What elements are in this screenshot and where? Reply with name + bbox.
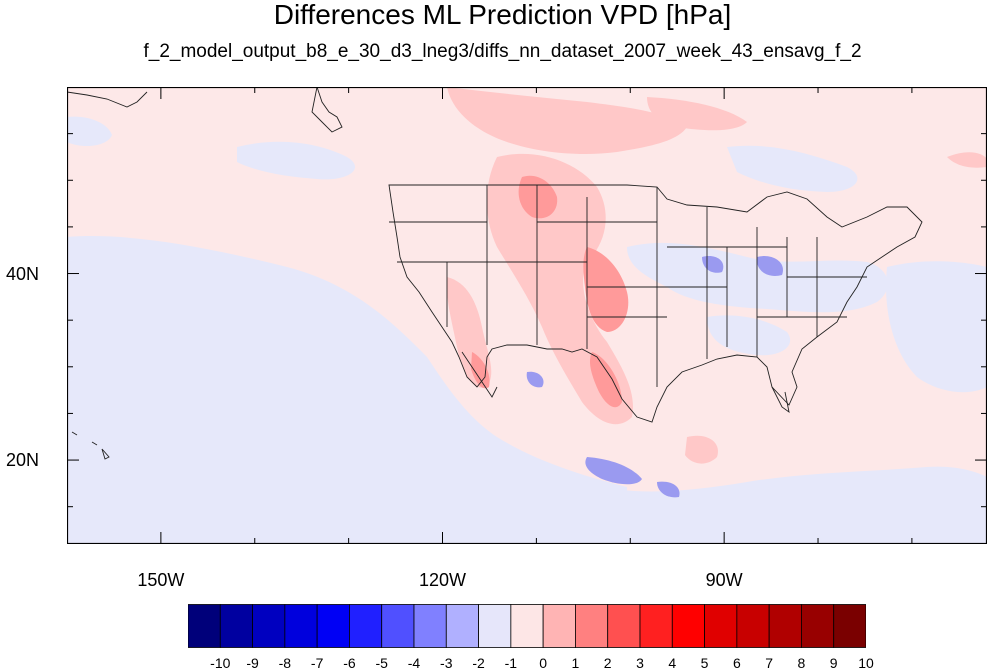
colorbar-tick-label: -7 — [310, 655, 324, 671]
colorbar-tick-label: -9 — [246, 655, 259, 671]
colorbar-swatch — [801, 604, 835, 648]
negative-difference-areas — [67, 116, 987, 544]
map-subtitle: f_2_model_output_b8_e_30_d3_lneg3/diffs_… — [143, 41, 862, 62]
colorbar-tick-label: -4 — [407, 655, 421, 671]
colorbar-tick-label: 10 — [858, 655, 874, 671]
colorbar-tick-label: -8 — [278, 655, 292, 671]
x-tick-label: 150W — [137, 570, 185, 590]
map-axes — [67, 87, 987, 544]
colorbar-swatch — [284, 604, 318, 648]
colorbar-swatch — [671, 604, 705, 648]
colorbar-tick-label: -10 — [210, 655, 231, 671]
colorbar-tick-label: 0 — [539, 655, 548, 671]
colorbar-swatch — [381, 604, 415, 648]
colorbar-swatch — [768, 604, 802, 648]
y-tick-label: 20N — [6, 450, 40, 471]
x-tick-label: 90W — [705, 570, 743, 590]
colorbar-tick-label: 3 — [636, 655, 644, 671]
positive-difference-areas-medium — [471, 175, 629, 408]
colorbar-tick-label: 6 — [732, 655, 741, 671]
colorbar-swatch — [316, 604, 350, 648]
colorbar-tick-label: 7 — [765, 655, 774, 671]
colorbar-swatch — [575, 604, 609, 648]
colorbar-swatch — [349, 604, 383, 648]
colorbar-swatch — [219, 604, 253, 648]
x-tick-label: 120W — [418, 570, 467, 590]
colorbar-swatch — [542, 604, 576, 648]
colorbar-tick-label: 2 — [603, 655, 612, 671]
y-tick-label: 40N — [6, 263, 40, 284]
colorbar-swatch — [639, 604, 673, 648]
negative-difference-spots — [526, 256, 783, 498]
colorbar-tick-label: 1 — [571, 655, 580, 671]
colorbar-tick-label: 8 — [797, 655, 806, 671]
colorbar — [187, 604, 867, 648]
colorbar-tick-label: -6 — [343, 655, 356, 671]
map-panel — [67, 87, 987, 544]
colorbar-swatch — [510, 604, 544, 648]
colorbar-swatch — [704, 604, 738, 648]
colorbar-tick-label: 5 — [700, 655, 709, 671]
colorbar-tick-label: -5 — [375, 655, 388, 671]
map-canvas — [67, 87, 987, 544]
colorbar-swatch — [478, 604, 512, 648]
colorbar-swatch — [252, 604, 286, 648]
colorbar-swatches — [187, 604, 867, 648]
colorbar-swatch — [833, 604, 867, 648]
colorbar-tick-label: 9 — [829, 655, 838, 671]
colorbar-tick-label: -2 — [472, 655, 485, 671]
colorbar-swatch — [445, 604, 479, 648]
colorbar-swatch — [736, 604, 770, 648]
map-title: Differences ML Prediction VPD [hPa] — [273, 0, 732, 30]
colorbar-swatch — [607, 604, 641, 648]
colorbar-tick-label: -3 — [440, 655, 453, 671]
coastlines — [67, 87, 923, 460]
colorbar-tick-label: 4 — [668, 655, 677, 671]
colorbar-swatch — [187, 604, 221, 648]
colorbar-swatch — [413, 604, 447, 648]
map-border — [67, 87, 987, 544]
colorbar-tick-label: -1 — [504, 655, 518, 671]
